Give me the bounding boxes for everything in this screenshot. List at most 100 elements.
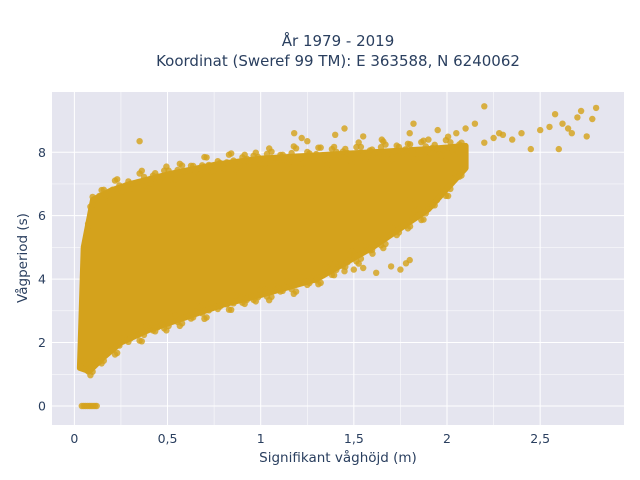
- outlier-point: [440, 187, 447, 194]
- edge-point: [375, 237, 382, 244]
- edge-point: [433, 196, 441, 204]
- edge-point: [248, 158, 255, 165]
- outlier-point: [313, 256, 320, 264]
- edge-point: [279, 287, 286, 294]
- edge-point: [395, 143, 403, 151]
- edge-point: [134, 331, 141, 339]
- outlier-point: [527, 145, 534, 153]
- edge-point: [138, 338, 145, 345]
- edge-point: [286, 279, 293, 287]
- edge-point: [140, 331, 148, 339]
- edge-point: [205, 307, 213, 314]
- edge-point: [254, 294, 262, 301]
- edge-point: [199, 162, 206, 169]
- edge-point: [234, 168, 242, 175]
- edge-point: [216, 303, 224, 310]
- edge-point: [422, 210, 429, 217]
- outlier-point: [291, 130, 298, 137]
- edge-point: [87, 203, 94, 210]
- outlier-point: [462, 125, 469, 132]
- edge-point: [357, 143, 365, 151]
- edge-point: [114, 176, 121, 183]
- edge-point: [147, 322, 154, 329]
- edge-point: [447, 139, 454, 146]
- y-tick-label: 8: [38, 145, 46, 160]
- x-tick-label: 1,5: [344, 431, 364, 446]
- edge-point: [210, 168, 217, 175]
- edge-point: [310, 156, 318, 163]
- outlier-point: [583, 133, 590, 140]
- edge-point: [351, 251, 358, 259]
- edge-point: [444, 133, 452, 140]
- edge-point: [223, 301, 230, 308]
- edge-point: [82, 240, 90, 247]
- outlier-point: [509, 136, 516, 143]
- edge-point: [84, 220, 92, 227]
- edge-point: [93, 197, 101, 205]
- outlier-point: [406, 196, 413, 203]
- edge-point: [228, 150, 235, 157]
- edge-point: [116, 342, 123, 349]
- edge-point: [172, 176, 179, 183]
- edge-point: [259, 165, 266, 173]
- edge-point: [172, 312, 179, 319]
- outlier-point: [304, 138, 311, 145]
- edge-point: [107, 341, 114, 348]
- x-tick-label: 0: [70, 431, 78, 446]
- outlier-point: [481, 103, 488, 110]
- edge-point: [319, 272, 327, 279]
- outlier-point: [499, 131, 507, 138]
- edge-point: [127, 180, 134, 187]
- edge-point: [237, 293, 244, 301]
- edge-point: [102, 192, 110, 200]
- outlier-point: [425, 136, 432, 143]
- edge-point: [402, 146, 409, 153]
- edge-point: [391, 148, 398, 155]
- outlier-point: [589, 115, 596, 123]
- edge-point: [431, 202, 438, 209]
- outlier-point: [360, 133, 367, 140]
- edge-point: [107, 196, 114, 203]
- outlier-point: [332, 260, 339, 267]
- edge-point: [395, 229, 403, 236]
- edge-point: [147, 180, 154, 187]
- y-tick-label: 6: [38, 208, 46, 223]
- data-points: [76, 103, 600, 410]
- edge-point: [254, 153, 262, 161]
- edge-point: [344, 259, 351, 266]
- edge-point: [453, 147, 461, 155]
- edge-point: [420, 216, 427, 223]
- edge-point: [131, 186, 139, 193]
- edge-point: [89, 368, 96, 375]
- edge-point: [268, 293, 275, 301]
- edge-point: [330, 143, 338, 151]
- edge-point: [109, 186, 116, 193]
- zero-period-point: [93, 402, 100, 410]
- edge-point: [279, 151, 286, 158]
- edge-point: [460, 143, 467, 150]
- edge-point: [292, 145, 300, 152]
- edge-point: [382, 141, 389, 148]
- edge-point: [223, 159, 230, 166]
- outlier-point: [537, 126, 544, 134]
- edge-point: [319, 152, 327, 159]
- outlier-point: [415, 206, 423, 213]
- edge-point: [324, 161, 331, 169]
- edge-point: [422, 143, 429, 150]
- edge-point: [295, 153, 302, 161]
- outlier-point: [471, 120, 479, 127]
- edge-point: [116, 182, 123, 189]
- outlier-point: [577, 107, 585, 115]
- edge-point: [174, 166, 181, 174]
- edge-point: [406, 141, 414, 148]
- edge-point: [458, 172, 465, 179]
- edge-point: [230, 157, 237, 164]
- edge-point: [351, 153, 358, 160]
- edge-point: [438, 152, 445, 160]
- y-tick-label: 2: [38, 335, 46, 350]
- edge-point: [406, 223, 414, 230]
- edge-point: [447, 185, 454, 193]
- edge-point: [440, 146, 447, 153]
- outlier-point: [341, 268, 348, 275]
- edge-point: [196, 303, 204, 311]
